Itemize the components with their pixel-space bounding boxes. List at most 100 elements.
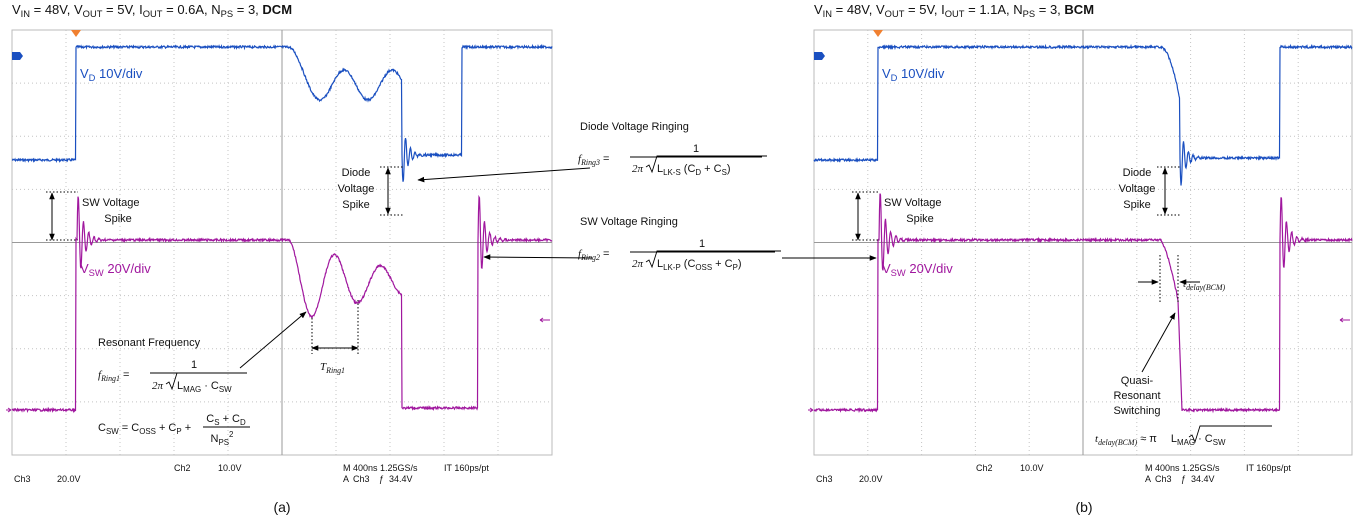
formula: fRing2 =: [578, 248, 609, 262]
text-run: V: [80, 261, 89, 276]
scope-status: 34.4V: [389, 474, 413, 484]
scope-status: 20.0V: [57, 474, 81, 484]
text-run: DCM: [262, 2, 292, 17]
text-run: Spike: [1123, 199, 1151, 211]
annotation: SW Voltage: [884, 197, 941, 209]
text-run: Diode Voltage Ringing: [580, 121, 689, 133]
text-run: = 3,: [233, 2, 262, 17]
text-run: V: [882, 261, 891, 276]
text-run: Spike: [906, 213, 934, 225]
text-run: Resonant Frequency: [98, 337, 201, 349]
annotation: Resonant: [1113, 390, 1160, 402]
text-run: 2π: [632, 258, 644, 270]
text-run: OSS: [695, 263, 712, 272]
text-run: + C: [220, 413, 241, 425]
scope-status: Ch3: [816, 474, 833, 484]
scope-status: 34.4V: [1191, 474, 1215, 484]
text-run: SW: [1213, 438, 1226, 447]
text-run: 2π: [152, 380, 164, 392]
text-run: OUT: [945, 9, 965, 19]
scope-status: ƒ: [379, 474, 384, 484]
scope-status: M 400ns 1.25GS/s: [1145, 463, 1220, 473]
text-run: OUT: [885, 9, 905, 19]
panel-title: VIN = 48V, VOUT = 5V, IOUT = 0.6A, NPS =…: [12, 2, 292, 19]
text-run: IN: [823, 9, 832, 19]
text-run: OUT: [143, 9, 163, 19]
text-run: SW Voltage: [82, 197, 139, 209]
figure: VIN = 48V, VOUT = 5V, IOUT = 0.6A, NPS =…: [0, 0, 1354, 522]
text-run: D: [240, 418, 246, 427]
annotation: Spike: [342, 199, 370, 211]
scope-status: 10.0V: [218, 463, 242, 473]
scope-status: IT 160ps/pt: [444, 463, 489, 473]
text-run: Ring3: [580, 158, 600, 167]
formula: 1: [191, 359, 197, 371]
annotation: Voltage: [1119, 183, 1156, 195]
text-run: Diode: [342, 167, 371, 179]
scope-status: M 400ns 1.25GS/s: [343, 463, 418, 473]
text-run: ): [727, 163, 731, 175]
text-run: 10V/div: [95, 66, 142, 81]
text-run: Diode: [1123, 167, 1152, 179]
scope-status: 10.0V: [1020, 463, 1044, 473]
text-run: BCM: [1064, 2, 1094, 17]
text-run: MAG: [183, 385, 201, 394]
text-run: (C: [681, 258, 696, 270]
scope-status: A: [343, 474, 349, 484]
scope-status: Ch2: [174, 463, 191, 473]
text-run: Ring1: [325, 366, 345, 375]
formula: 1: [693, 143, 699, 155]
text-run: OUT: [83, 9, 103, 19]
ch3-marker: [6, 408, 11, 412]
text-run: Spike: [342, 199, 370, 211]
annotation: Spike: [104, 213, 132, 225]
annotation: Resonant Frequency: [98, 337, 201, 349]
text-run: 10V/div: [897, 66, 944, 81]
text-run: OSS: [139, 427, 156, 436]
text-run: V: [80, 66, 89, 81]
scope-status: Ch3: [353, 474, 370, 484]
ch3-marker: [808, 408, 813, 412]
text-run: 20V/div: [906, 261, 953, 276]
text-run: 20V/div: [104, 261, 151, 276]
formula: 1: [699, 238, 705, 250]
text-run: V: [12, 2, 21, 17]
annotation: Spike: [906, 213, 934, 225]
text-run: + C: [712, 258, 733, 270]
text-run: 2π: [632, 163, 644, 175]
text-run: SW Voltage Ringing: [580, 216, 678, 228]
text-run: SW: [106, 427, 119, 436]
text-run: PS: [221, 9, 233, 19]
annotation: Voltage: [338, 183, 375, 195]
annotation: Diode: [1123, 167, 1152, 179]
text-run: =: [600, 248, 609, 260]
text-run: delay(BCM): [1098, 438, 1137, 447]
text-run: = 5V, I: [102, 2, 142, 17]
text-run: ): [738, 258, 742, 270]
text-run: PS: [219, 438, 230, 447]
text-run: Voltage: [338, 183, 375, 195]
text-run: delay(BCM): [1186, 283, 1225, 292]
text-run: = 5V, I: [904, 2, 944, 17]
text-run: C: [98, 422, 106, 434]
scope-status: ƒ: [1181, 474, 1186, 484]
text-run: Spike: [104, 213, 132, 225]
scope-status: Ch2: [976, 463, 993, 473]
text-run: Ring1: [100, 374, 120, 383]
text-run: Quasi-: [1121, 375, 1154, 387]
text-run: C: [206, 413, 214, 425]
text-run: (C: [681, 163, 696, 175]
text-run: IN: [21, 9, 30, 19]
text-run: + C: [701, 163, 722, 175]
scope-status: Ch3: [1155, 474, 1172, 484]
text-run: = 0.6A, N: [163, 2, 221, 17]
text-run: + C: [156, 422, 177, 434]
panel-title: VIN = 48V, VOUT = 5V, IOUT = 1.1A, NPS =…: [814, 2, 1094, 19]
annotation: SW Voltage Ringing: [580, 216, 678, 228]
text-run: = 48V, V: [832, 2, 885, 17]
text-run: N: [211, 433, 219, 445]
text-run: Voltage: [1119, 183, 1156, 195]
annotation: SW Voltage: [82, 197, 139, 209]
text-run: LK-S: [663, 168, 681, 177]
scope-status: A: [1145, 474, 1151, 484]
